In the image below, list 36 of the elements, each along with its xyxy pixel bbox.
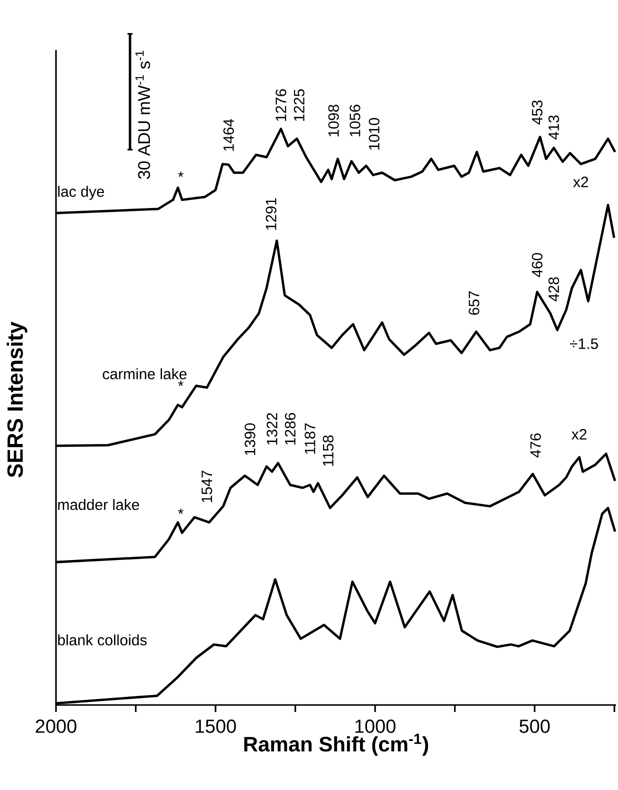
- annotation: *: [178, 508, 184, 514]
- x-tick-label: 2000: [36, 720, 77, 733]
- annotation: 1286: [285, 413, 296, 445]
- text: 1276: [276, 89, 286, 121]
- y-axis-title: SERS Intensity: [6, 322, 28, 478]
- text: blank colloids: [58, 634, 147, 646]
- annotation: x2: [572, 429, 587, 440]
- annotation: 1187: [304, 423, 316, 454]
- annotation: 1322: [266, 413, 278, 445]
- annotation: ÷1.5: [570, 338, 598, 350]
- annotation: 1010: [368, 118, 380, 150]
- annotation: 476: [530, 433, 542, 458]
- annotation: 460: [532, 253, 543, 278]
- x-tick-label: 1000: [356, 720, 396, 733]
- annotation: 1098: [328, 104, 340, 136]
- text: 453: [532, 100, 543, 124]
- annotation: 428: [548, 277, 560, 302]
- annotation: 657: [468, 291, 480, 315]
- annotation: 1158: [323, 435, 334, 466]
- annotation: 30 ADU mW$^{-1}$ s$^{-1}$: [136, 50, 150, 179]
- text: madder lake: [58, 499, 140, 510]
- annotation: 1464: [223, 118, 234, 151]
- x-tick-label: 500: [520, 720, 550, 733]
- annotation: x2: [573, 176, 588, 188]
- annotation: *: [178, 380, 184, 386]
- annotation: 1390: [244, 423, 256, 455]
- series-label: carmine lake: [102, 368, 187, 380]
- x-axis-title: Raman Shift (cm$^{-1}$): [244, 734, 428, 756]
- text: 1225: [294, 89, 305, 121]
- annotation: *: [178, 172, 184, 177]
- series-label: lac dye: [58, 186, 104, 200]
- annotation: 1291: [266, 198, 276, 230]
- annotation: 1056: [350, 104, 360, 136]
- x-tick-label: 1500: [196, 720, 236, 733]
- annotation: 413: [548, 115, 560, 140]
- annotation: 1547: [202, 470, 212, 502]
